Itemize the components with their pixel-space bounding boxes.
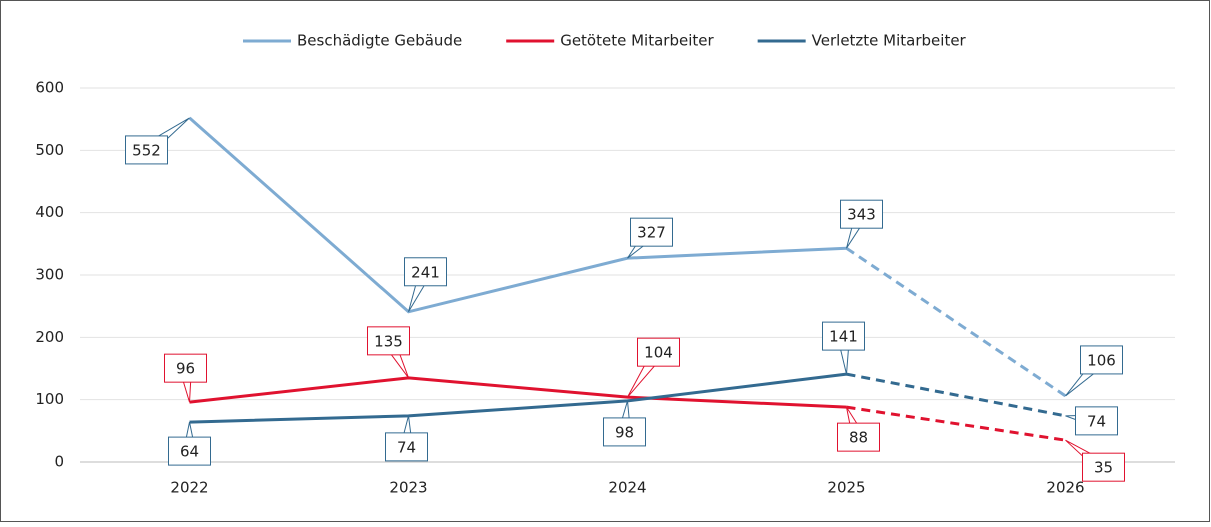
series-line-projection (846, 372, 1066, 418)
data-label: 74 (1087, 412, 1106, 430)
data-label: 104 (644, 344, 673, 362)
data-label: 96 (176, 360, 195, 378)
data-label: 552 (132, 141, 161, 159)
data-label: 106 (1087, 351, 1116, 369)
data-label: 74 (397, 438, 416, 456)
callout-box (630, 217, 673, 247)
callout-box (840, 199, 883, 229)
x-tick-label: 2024 (608, 479, 646, 497)
data-label: 64 (180, 443, 199, 461)
y-tick-label: 300 (35, 266, 64, 284)
callout-box (385, 432, 428, 462)
series-line (188, 116, 847, 314)
data-label: 241 (411, 263, 440, 281)
series-line-projection (846, 405, 1066, 442)
x-tick-label: 2025 (827, 479, 865, 497)
legend-label: Verletzte Mitarbeiter (812, 32, 967, 50)
callout-box (637, 337, 680, 367)
data-label: 88 (849, 429, 868, 447)
data-label: 141 (829, 328, 858, 346)
y-tick-label: 400 (35, 203, 64, 221)
legend-label: Beschädigte Gebäude (297, 32, 462, 50)
callout-box (404, 257, 447, 287)
series-line (189, 372, 847, 424)
callout-box (125, 135, 168, 165)
data-label: 135 (374, 332, 403, 350)
data-label: 327 (637, 224, 666, 242)
callout-box (164, 353, 207, 383)
callout-box (1075, 406, 1118, 436)
callout-box (822, 321, 865, 351)
callout-box (367, 326, 410, 356)
data-label: 35 (1094, 459, 1113, 477)
series-line (189, 376, 847, 409)
y-tick-label: 600 (35, 79, 64, 97)
data-label: 343 (847, 206, 876, 224)
callout-box (837, 422, 880, 452)
y-tick-label: 0 (54, 453, 64, 471)
y-tick-label: 100 (35, 390, 64, 408)
callout-box (603, 417, 646, 447)
y-tick-label: 200 (35, 328, 64, 346)
data-label: 98 (615, 423, 634, 441)
callout-box (168, 436, 211, 466)
y-tick-label: 500 (35, 141, 64, 159)
x-tick-label: 2022 (170, 479, 208, 497)
callout-box (1080, 345, 1123, 375)
callout-box (1082, 452, 1125, 482)
x-tick-label: 2023 (389, 479, 427, 497)
x-tick-label: 2026 (1046, 479, 1084, 497)
legend-label: Getötete Mitarbeiter (560, 32, 714, 50)
